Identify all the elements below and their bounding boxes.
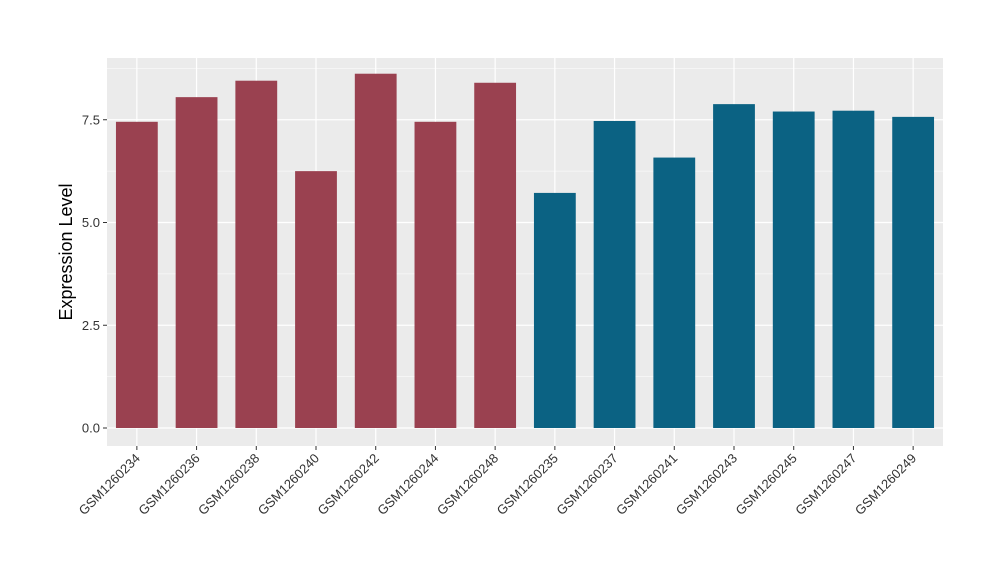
y-tick-label: 7.5: [82, 112, 100, 127]
x-tick-label: GSM1260240: [255, 451, 322, 518]
bar-GSM1260236: [175, 97, 218, 429]
x-tick-label: GSM1260247: [792, 451, 859, 518]
x-tick-label: GSM1260242: [314, 451, 381, 518]
bar-GSM1260234: [115, 121, 158, 429]
bar-GSM1260238: [235, 80, 278, 428]
x-tick-label: GSM1260234: [76, 451, 143, 518]
x-tick-label: GSM1260235: [494, 451, 561, 518]
y-tick-label: 0.0: [82, 421, 100, 436]
x-tick-label: GSM1260237: [553, 451, 620, 518]
bar-GSM1260235: [533, 192, 576, 428]
bar-GSM1260240: [295, 171, 337, 428]
bar-GSM1260244: [414, 121, 457, 429]
y-tick-label: 2.5: [82, 318, 100, 333]
bar-GSM1260243: [713, 104, 755, 428]
x-axis: GSM1260234GSM1260236GSM1260238GSM1260240…: [76, 446, 919, 518]
x-tick-label: GSM1260238: [195, 451, 262, 518]
x-tick-label: GSM1260236: [135, 451, 202, 518]
y-axis: 0.0 2.5 5.0 7.5: [82, 112, 107, 436]
x-tick-label: GSM1260241: [613, 451, 680, 518]
x-tick-label: GSM1260249: [852, 451, 919, 518]
x-tick-label: GSM1260245: [732, 451, 799, 518]
plot-panel: [107, 58, 943, 446]
x-tick-label: GSM1260244: [374, 451, 441, 518]
y-axis-title: Expression Level: [56, 183, 76, 320]
x-tick-label: GSM1260248: [434, 451, 501, 518]
bar-GSM1260241: [653, 157, 696, 428]
bar-GSM1260242: [354, 73, 397, 428]
bars: [115, 73, 935, 429]
bar-GSM1260247: [832, 110, 875, 428]
bar-GSM1260245: [772, 111, 815, 428]
bar-GSM1260248: [474, 82, 517, 428]
bar-GSM1260237: [593, 120, 636, 428]
x-tick-label: GSM1260243: [673, 451, 740, 518]
y-tick-label: 5.0: [82, 215, 100, 230]
bar-GSM1260249: [892, 116, 935, 429]
